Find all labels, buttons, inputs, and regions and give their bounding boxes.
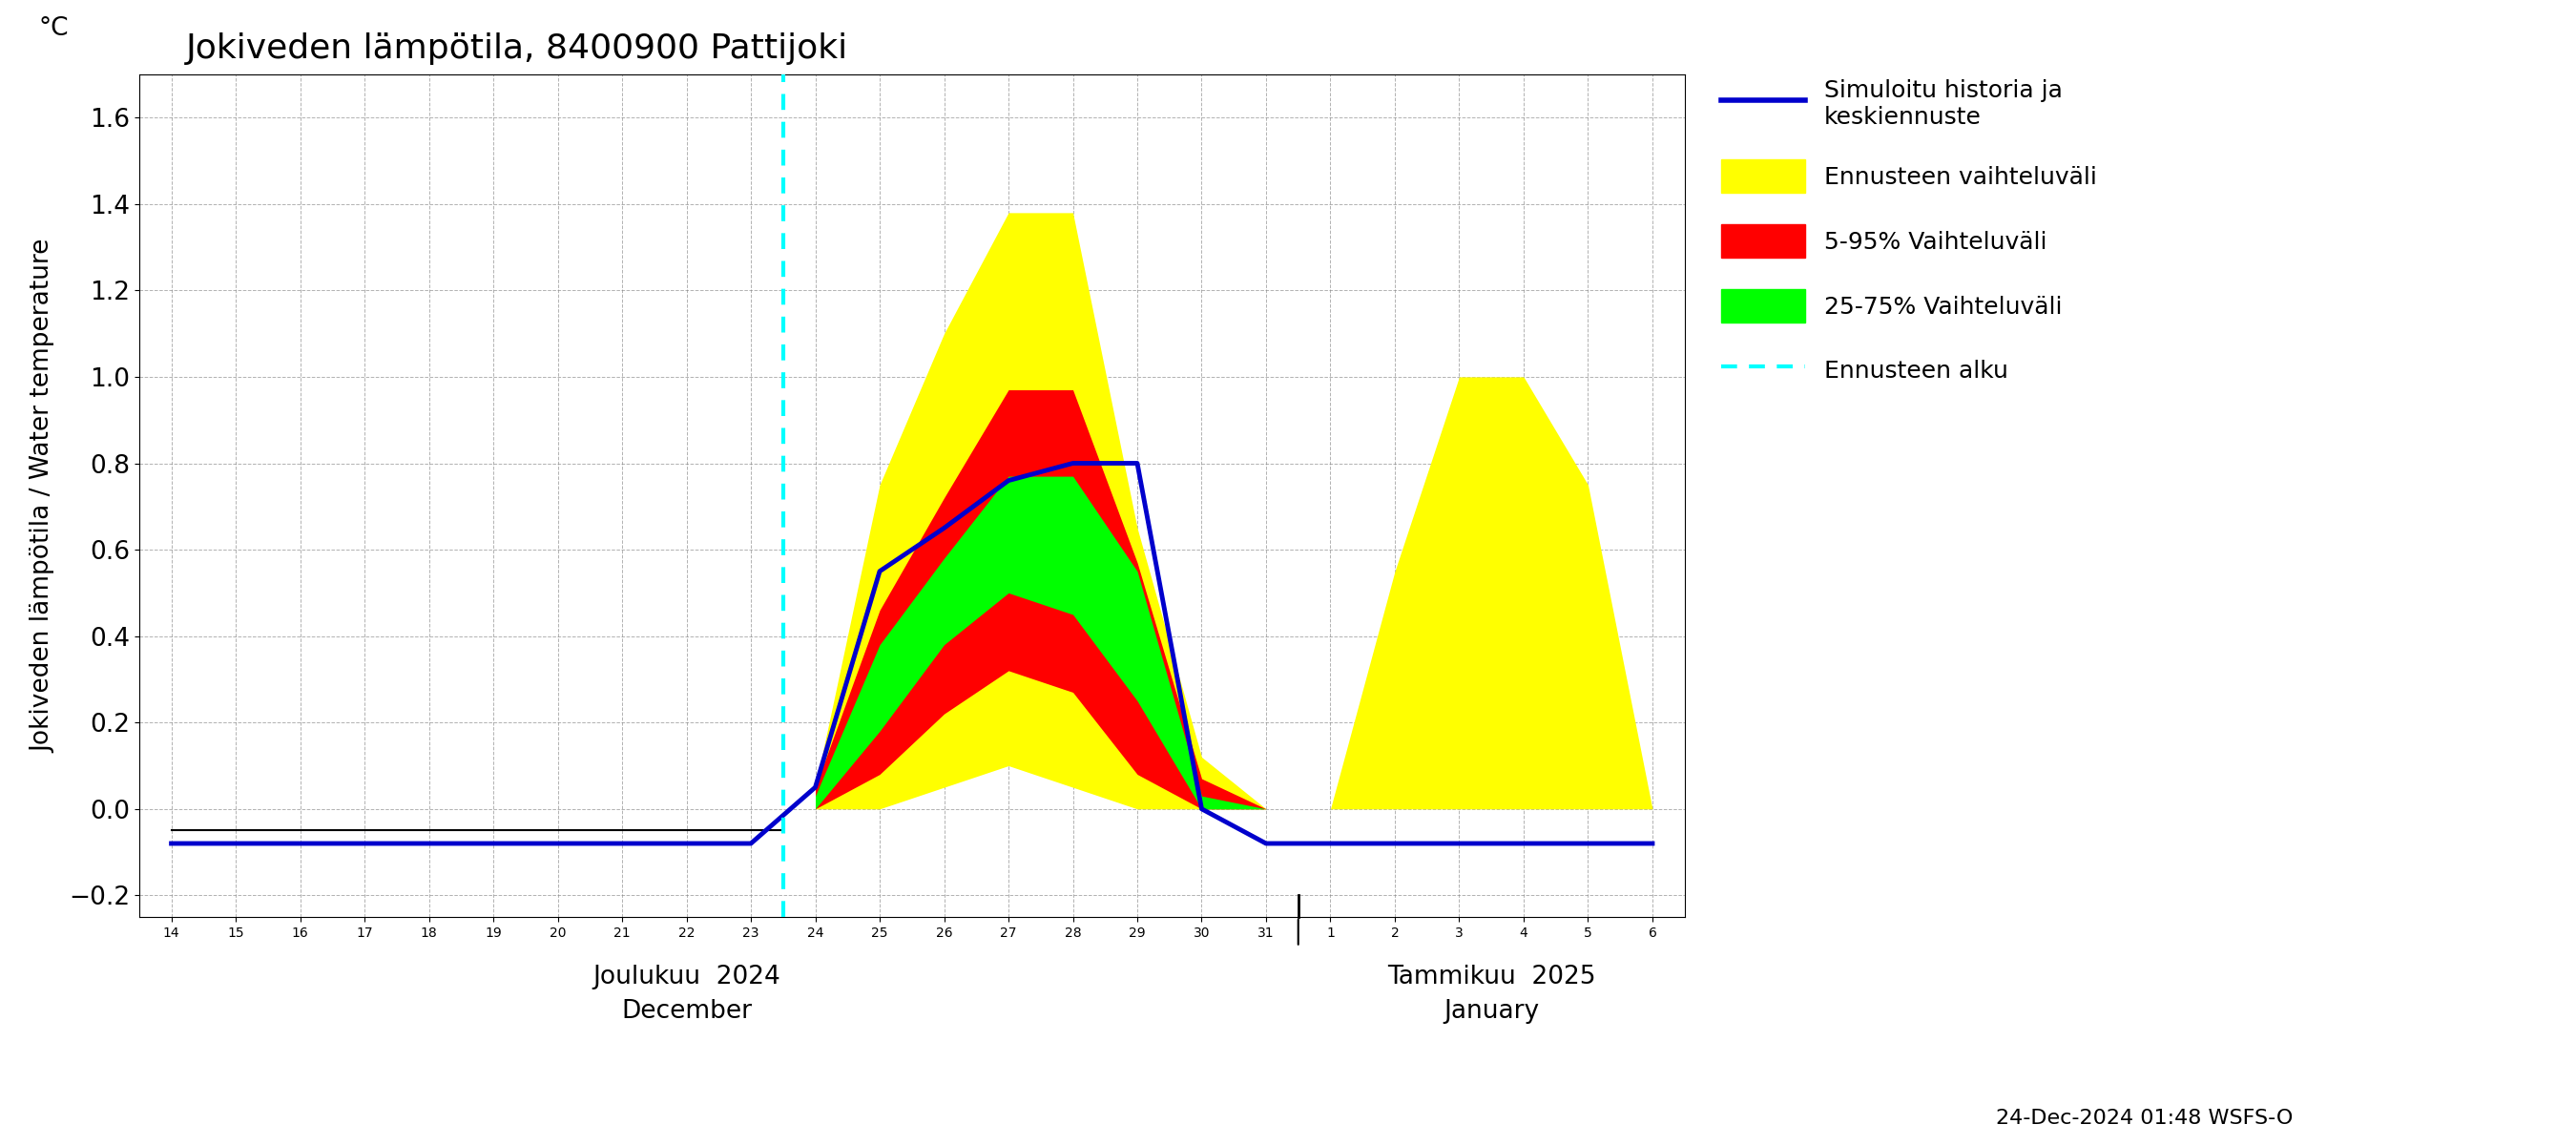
Text: 24-Dec-2024 01:48 WSFS-O: 24-Dec-2024 01:48 WSFS-O	[1996, 1108, 2293, 1128]
Text: December: December	[621, 1000, 752, 1024]
Y-axis label: Jokiveden lämpötila / Water temperature: Jokiveden lämpötila / Water temperature	[31, 239, 57, 752]
Text: Jokiveden lämpötila, 8400900 Pattijoki: Jokiveden lämpötila, 8400900 Pattijoki	[185, 33, 848, 65]
Text: Tammikuu  2025: Tammikuu 2025	[1388, 964, 1595, 989]
Text: January: January	[1443, 1000, 1540, 1024]
Text: Joulukuu  2024: Joulukuu 2024	[592, 964, 781, 989]
Text: °C: °C	[39, 16, 70, 41]
Legend: Simuloitu historia ja
keskiennuste, Ennusteen vaihteluväli, 5-95% Vaihteluväli, : Simuloitu historia ja keskiennuste, Ennu…	[1713, 70, 2107, 397]
